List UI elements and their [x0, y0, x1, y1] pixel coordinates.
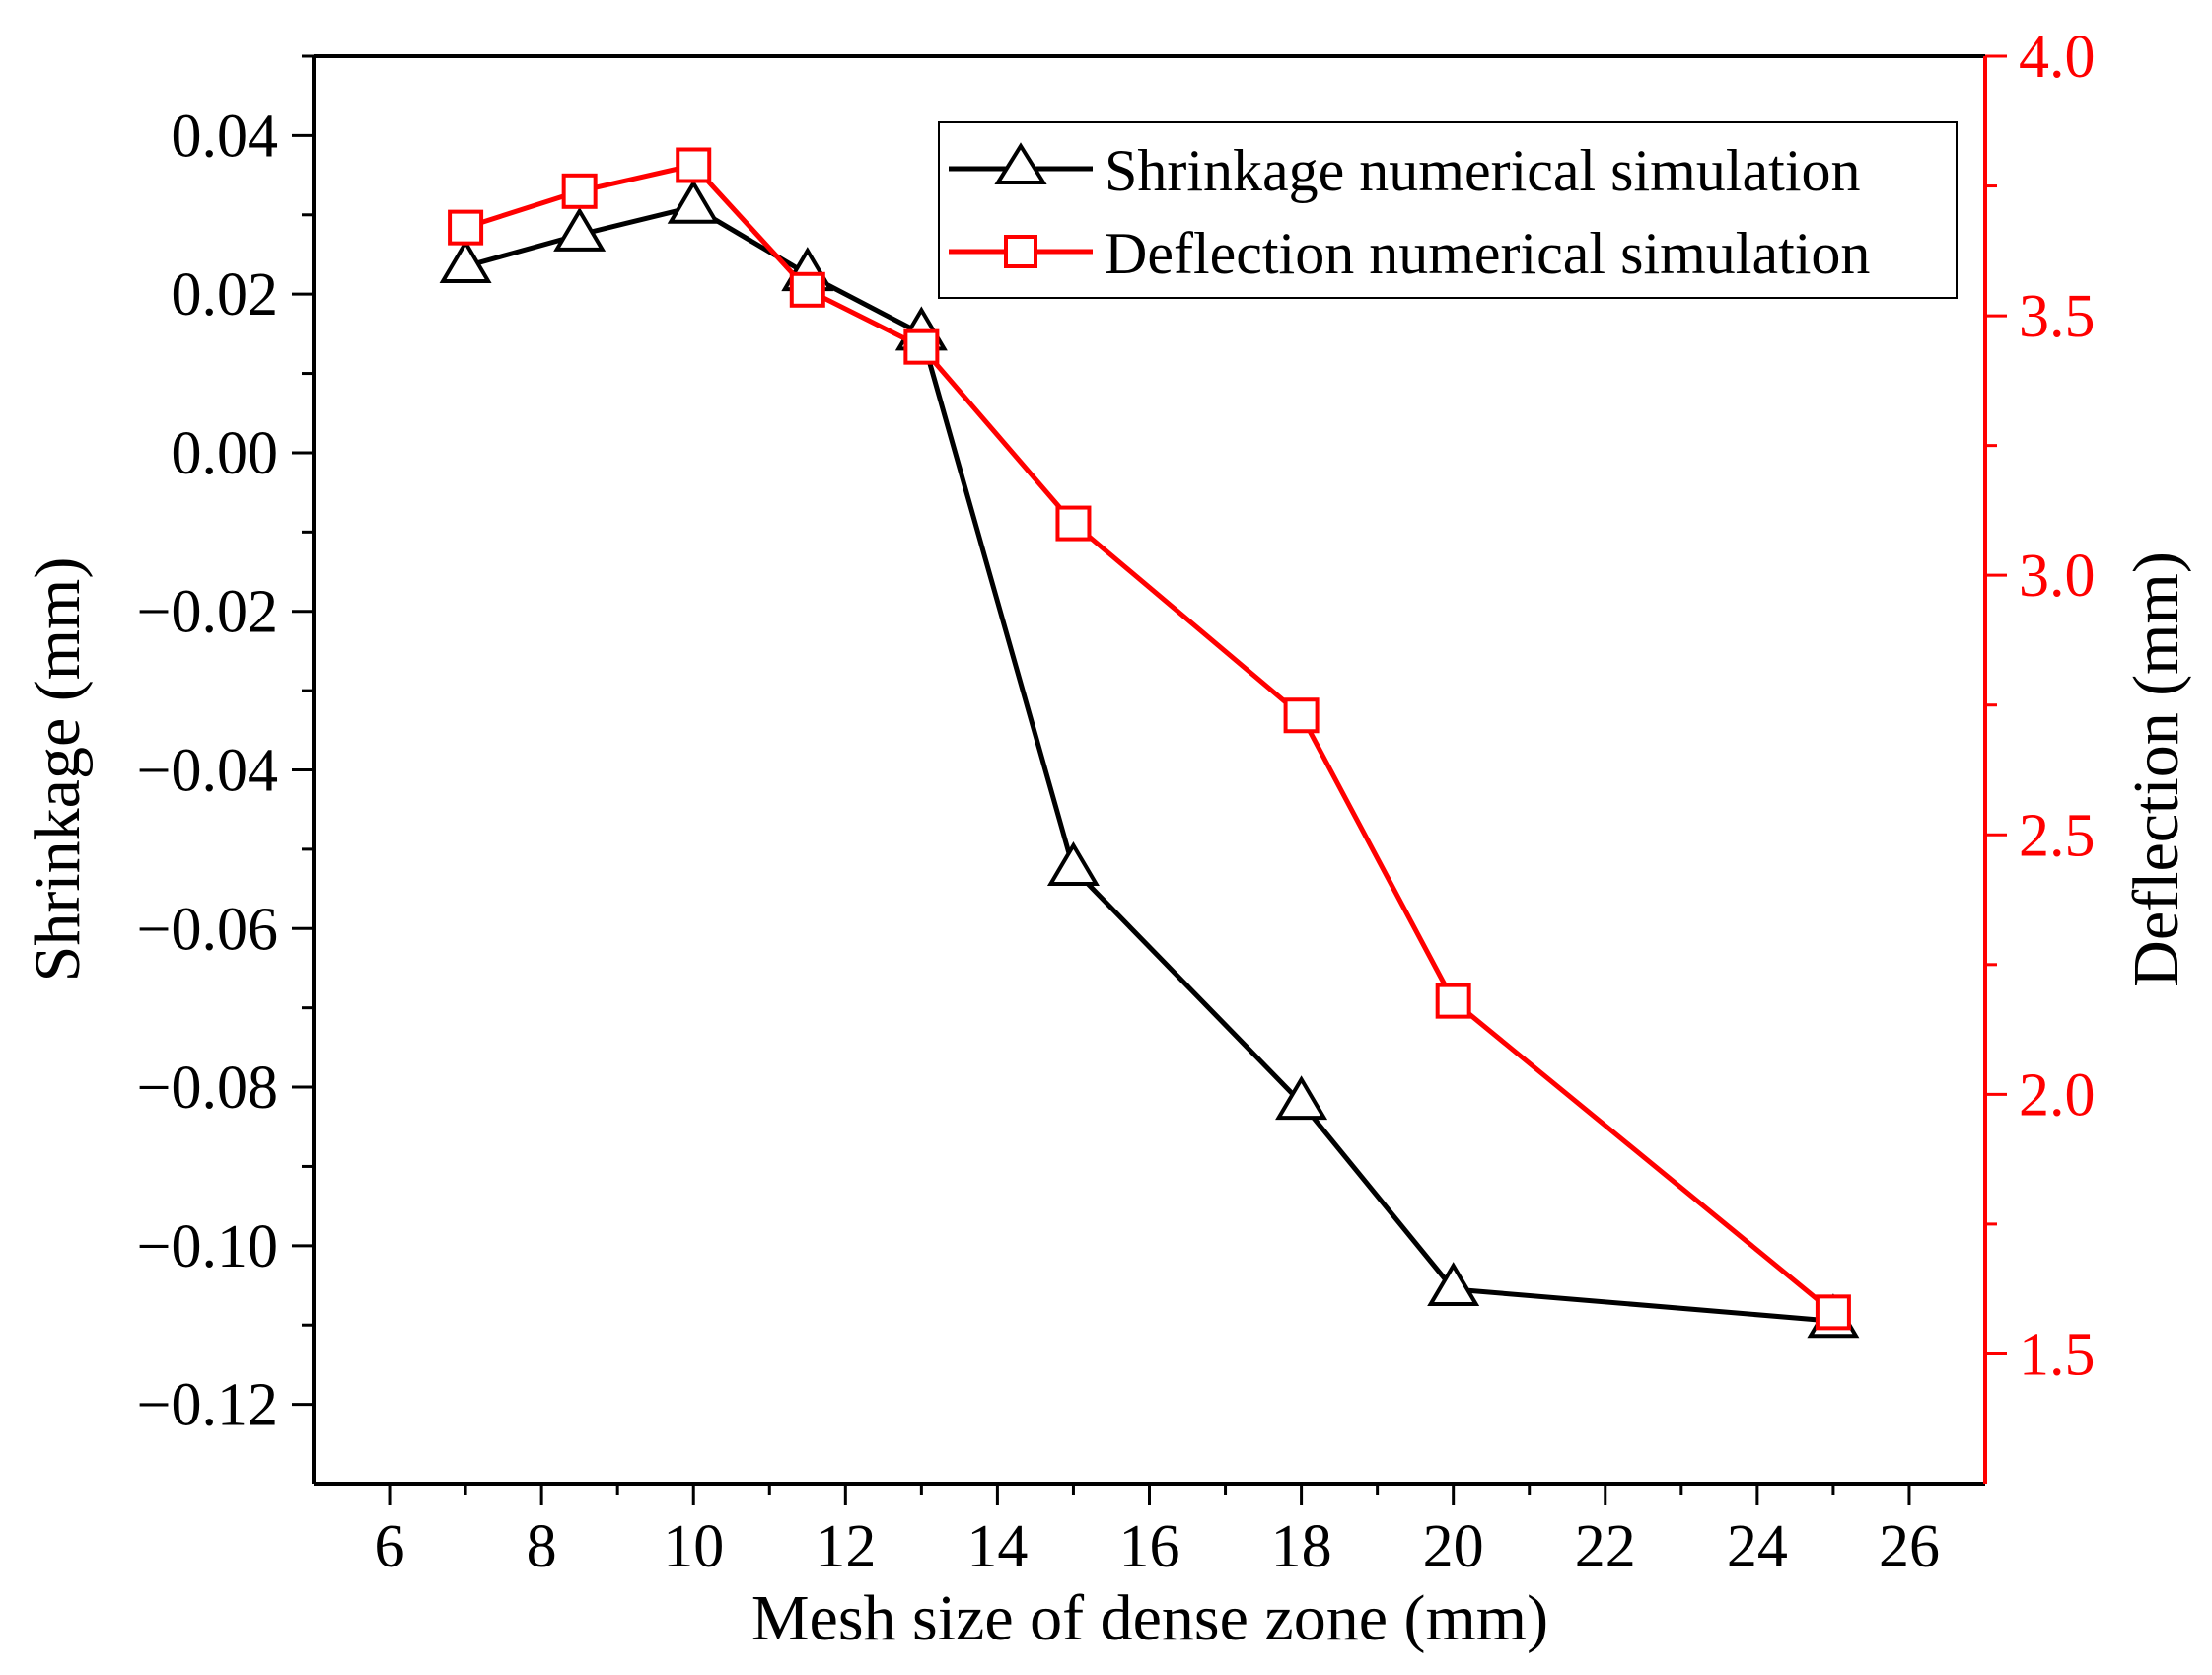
- x-tick-label: 14: [966, 1513, 1028, 1580]
- y-right-tick-label: 3.0: [2019, 543, 2096, 610]
- y-right-tick-label: 1.5: [2019, 1321, 2096, 1388]
- y-right-tick-label: 2.5: [2019, 802, 2096, 869]
- y-left-tick-label: 0.02: [172, 261, 279, 328]
- y-axis-right: 4.0 3.5 3.0 2.5 2.0 1.5: [1985, 24, 2096, 1388]
- y-left-tick-label: 0.00: [172, 420, 279, 487]
- x-tick-label: 10: [663, 1513, 724, 1580]
- data-point-deflection: [1055, 505, 1092, 542]
- data-point-deflection: [1283, 697, 1320, 734]
- y-axis-right-title: Deflection (mm): [2120, 551, 2192, 987]
- x-tick-label: 16: [1119, 1513, 1180, 1580]
- x-tick-label: 18: [1271, 1513, 1332, 1580]
- y-axis-left-title: Shrinkage (mm): [22, 557, 94, 983]
- data-point-deflection: [1435, 983, 1471, 1019]
- y-left-tick-label: 0.04: [172, 103, 279, 170]
- data-point-deflection: [448, 209, 484, 246]
- y-right-tick-label: 4.0: [2019, 24, 2096, 91]
- y-axis-left: 0.04 0.02 0.00 −0.02 −0.04 −0.06 −0.08 −0.10 −0.…: [137, 54, 314, 1439]
- x-tick-label: 22: [1575, 1513, 1636, 1580]
- data-point-shrinkage: [439, 239, 492, 284]
- data-point-deflection: [561, 173, 598, 209]
- data-point-deflection: [903, 328, 940, 365]
- data-point-deflection: [1815, 1294, 1851, 1331]
- x-tick-label: 8: [527, 1513, 557, 1580]
- x-tick-label: 6: [375, 1513, 405, 1580]
- y-left-tick-label: −0.08: [137, 1055, 278, 1122]
- legend-box: [938, 121, 1958, 299]
- x-tick-label: 20: [1423, 1513, 1484, 1580]
- data-point-shrinkage: [667, 179, 720, 224]
- legend-marker-deflection: [1004, 235, 1037, 268]
- y-left-tick-label: −0.06: [137, 896, 278, 963]
- y-left-tick-label: −0.10: [137, 1213, 278, 1280]
- legend-label-deflection: Deflection numerical simulation: [1105, 221, 1870, 286]
- series-line-deflection: [464, 163, 1835, 1315]
- x-axis-title: Mesh size of dense zone (mm): [751, 1582, 1548, 1654]
- legend-label-shrinkage: Shrinkage numerical simulation: [1105, 138, 1861, 203]
- y-left-tick-label: −0.04: [137, 738, 278, 805]
- y-right-tick-label: 2.0: [2019, 1061, 2096, 1129]
- x-axis: 6 8 10 12 14 16 18 20 22 24 26: [375, 1484, 1940, 1580]
- x-tick-label: 12: [815, 1513, 876, 1580]
- data-point-shrinkage: [1275, 1075, 1328, 1121]
- y-right-tick-label: 3.5: [2019, 283, 2096, 350]
- data-point-deflection: [789, 271, 825, 308]
- x-tick-label: 26: [1879, 1513, 1940, 1580]
- series-layer: [439, 147, 1860, 1339]
- y-left-tick-label: −0.12: [137, 1372, 278, 1439]
- data-point-deflection: [676, 147, 712, 183]
- x-tick-label: 24: [1727, 1513, 1788, 1580]
- legend-marker-shrinkage: [994, 142, 1047, 184]
- data-point-shrinkage: [553, 206, 607, 252]
- legend: Shrinkage numerical simulation Deflectio…: [938, 121, 1958, 299]
- data-point-shrinkage: [1427, 1262, 1480, 1307]
- data-point-shrinkage: [1046, 841, 1100, 886]
- series-line-shrinkage: [464, 204, 1834, 1324]
- y-left-tick-label: −0.02: [137, 579, 278, 646]
